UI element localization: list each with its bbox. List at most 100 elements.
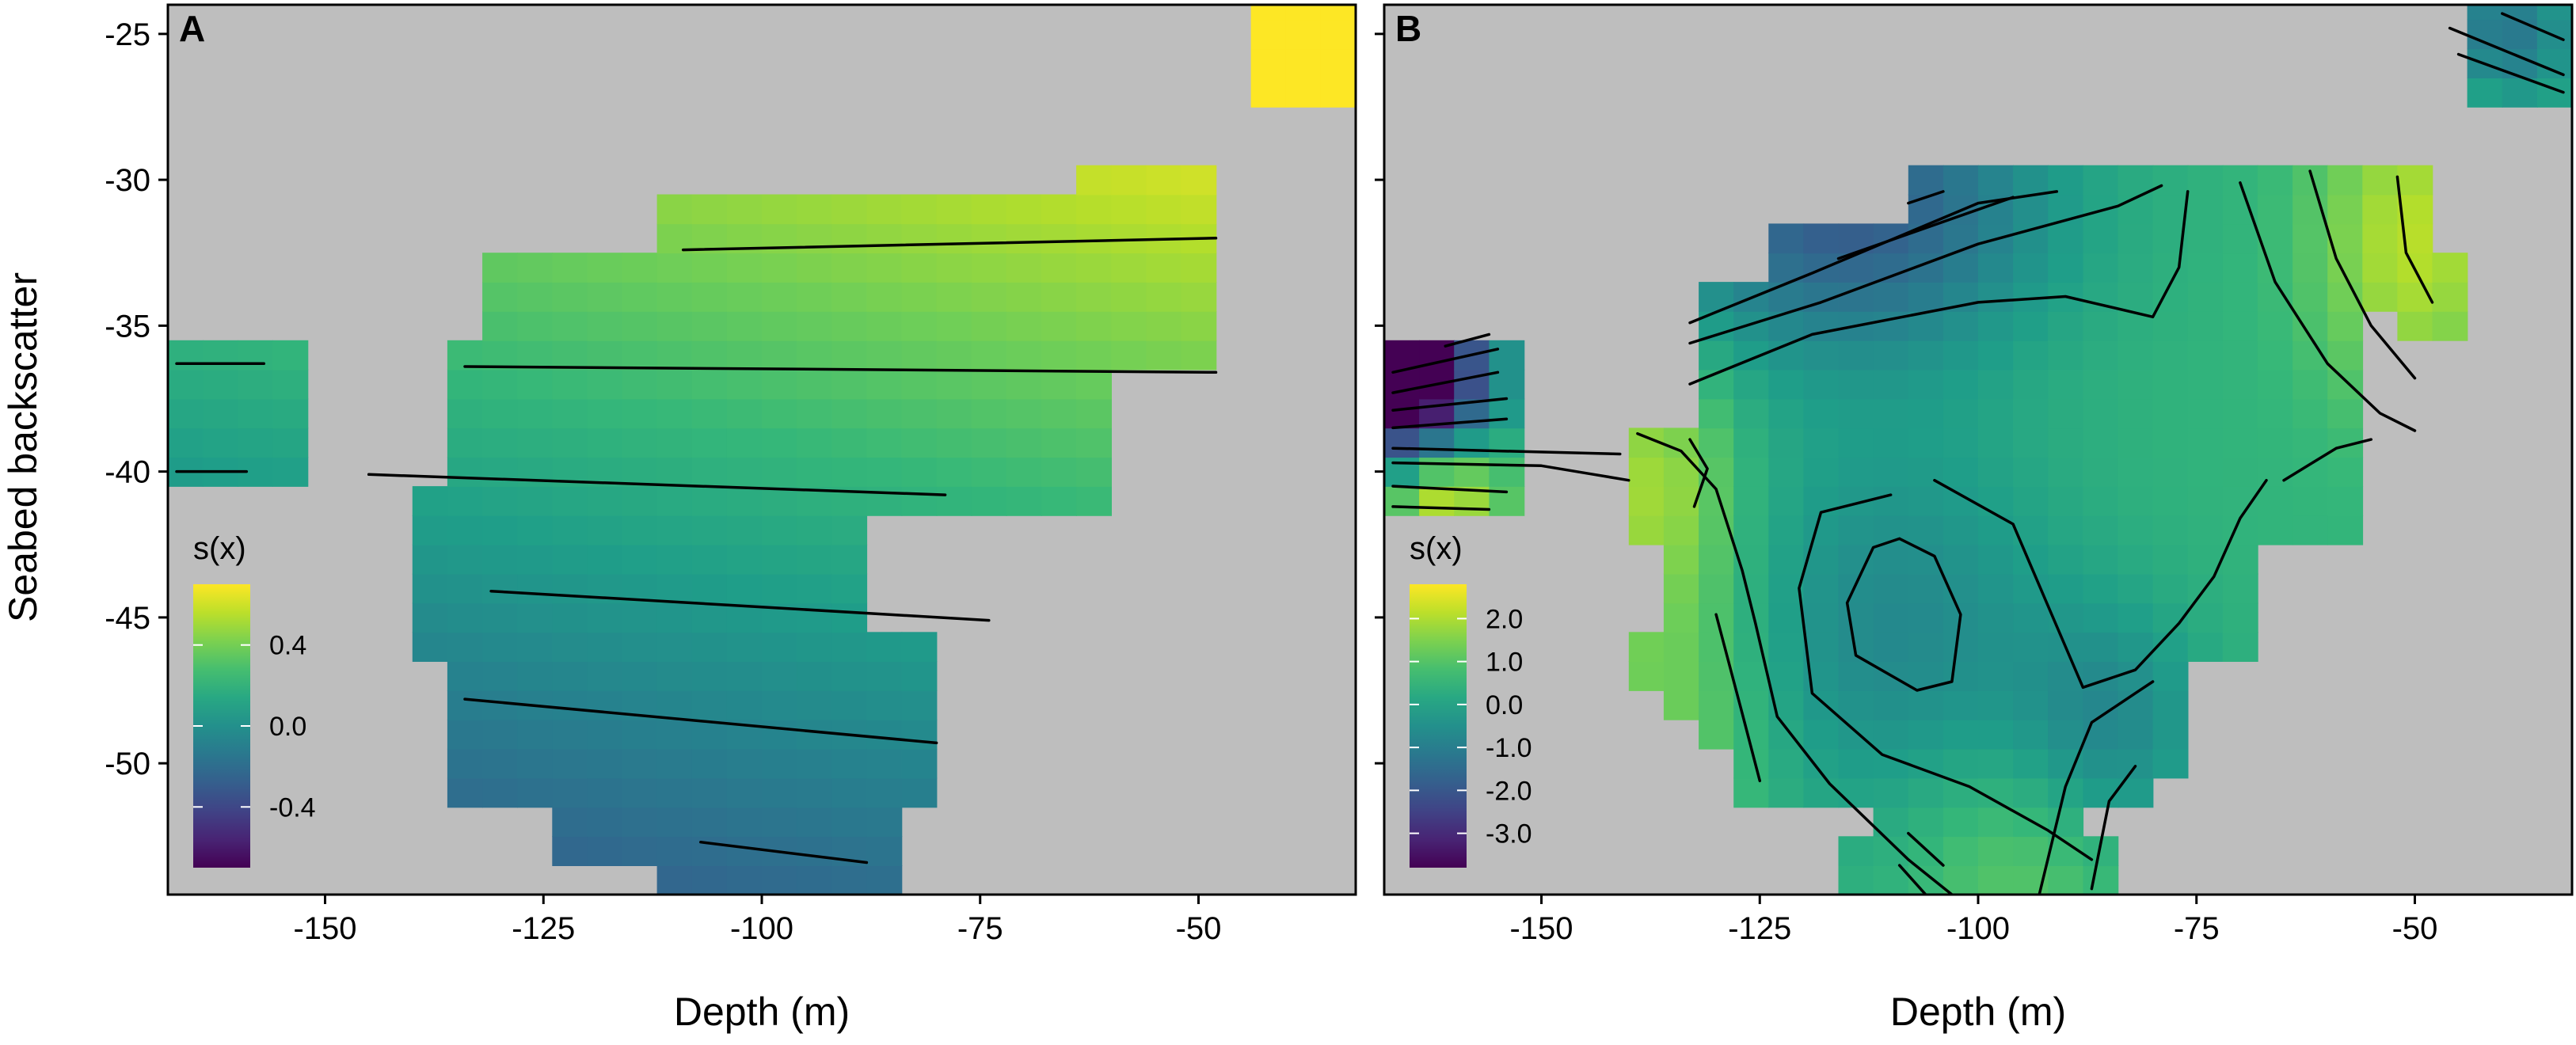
heatmap-tile	[2117, 748, 2154, 779]
heatmap-tile	[762, 632, 797, 662]
heatmap-tile	[1006, 223, 1042, 254]
heatmap-tile	[1076, 398, 1112, 429]
heatmap-tile	[831, 544, 868, 575]
heatmap-tile	[552, 690, 588, 720]
heatmap-tile	[1663, 602, 1699, 633]
heatmap-tile	[2187, 194, 2224, 225]
heatmap-tile	[656, 573, 693, 604]
heatmap-tile	[762, 311, 797, 341]
heatmap-tile	[1733, 457, 1770, 487]
y-tick-label: -50	[105, 747, 150, 781]
heatmap-tile	[2293, 223, 2328, 254]
heatmap-tile	[1181, 340, 1217, 370]
heatmap-tile	[272, 398, 309, 429]
heatmap-tiles	[1384, 5, 2572, 895]
x-tick-label: -125	[512, 911, 575, 946]
heatmap-tile	[1978, 340, 2014, 370]
x-axis-title: Depth (m)	[1890, 990, 2066, 1034]
heatmap-tile	[482, 719, 518, 750]
heatmap-tile	[168, 340, 204, 370]
heatmap-tile	[1838, 602, 1874, 633]
heatmap-tile	[447, 690, 483, 720]
heatmap-tile	[622, 282, 658, 312]
heatmap-tile	[691, 369, 728, 400]
heatmap-tile	[866, 340, 903, 370]
legend-tick-label: 0.0	[1486, 690, 1523, 720]
heatmap-tile	[831, 573, 868, 604]
heatmap-tile	[1803, 719, 1840, 750]
heatmap-tile	[1838, 690, 1874, 720]
heatmap-tile	[1663, 515, 1699, 545]
heatmap-tile	[726, 398, 763, 429]
heatmap-tile	[1111, 282, 1147, 312]
heatmap-tile	[587, 632, 623, 662]
heatmap-tile	[691, 807, 728, 838]
heatmap-tile	[587, 719, 623, 750]
heatmap-tile	[656, 719, 693, 750]
heatmap-tile	[482, 632, 518, 662]
heatmap-tile	[866, 428, 903, 458]
heatmap-tile	[762, 865, 797, 895]
heatmap-tile	[2152, 369, 2189, 400]
heatmap-tile	[2048, 165, 2084, 196]
heatmap-tile	[587, 544, 623, 575]
heatmap-tile	[1076, 253, 1112, 283]
contour-line	[489, 589, 991, 622]
heatmap-tile	[726, 194, 763, 225]
contour-line	[1444, 332, 1491, 348]
heatmap-tile	[762, 282, 797, 312]
heatmap-tile	[1978, 428, 2014, 458]
heatmap-tile	[936, 253, 972, 283]
heatmap-tile	[1838, 632, 1874, 662]
heatmap-tile	[2327, 486, 2364, 516]
heatmap-tile	[2152, 486, 2189, 516]
heatmap-tile	[691, 311, 728, 341]
heatmap-tile	[831, 223, 868, 254]
heatmap-tile	[936, 428, 972, 458]
heatmap-tile	[1873, 398, 1909, 429]
heatmap-tile	[1942, 457, 1979, 487]
heatmap-tile	[866, 807, 903, 838]
heatmap-tile	[1768, 661, 1805, 691]
heatmap-tile	[1384, 486, 1420, 516]
heatmap-tile	[1803, 690, 1840, 720]
heatmap-tile	[656, 544, 693, 575]
heatmap-tile	[1768, 515, 1805, 545]
heatmap-tile	[622, 428, 658, 458]
heatmap-tile	[2362, 165, 2399, 196]
heatmap-tile	[1768, 632, 1805, 662]
heatmap-tile	[1384, 398, 1420, 429]
heatmap-tile	[1873, 428, 1909, 458]
heatmap-tile	[691, 690, 728, 720]
heatmap-tile	[1076, 428, 1112, 458]
heatmap-tile	[587, 282, 623, 312]
heatmap-tile	[901, 748, 938, 779]
heatmap-tile	[1803, 253, 1840, 283]
heatmap-tile	[1768, 282, 1805, 312]
heatmap-tile	[831, 777, 868, 808]
heatmap-tile	[2083, 719, 2119, 750]
heatmap-tile	[1873, 777, 1909, 808]
heatmap-tile	[1873, 340, 1909, 370]
heatmap-tile	[1942, 340, 1979, 370]
contour-line	[1688, 190, 2190, 386]
heatmap-tile	[971, 311, 1007, 341]
heatmap-tile	[412, 632, 448, 662]
heatmap-tile	[2013, 544, 2049, 575]
heatmap-tile	[238, 428, 274, 458]
heatmap-tile	[1873, 836, 1909, 866]
heatmap-tile	[1146, 282, 1182, 312]
heatmap-tile	[831, 369, 868, 400]
x-axis-title: Depth (m)	[674, 990, 850, 1034]
heatmap-tile	[1146, 165, 1182, 196]
heatmap-tile	[1768, 369, 1805, 400]
heatmap-tile	[831, 457, 868, 487]
heatmap-tile	[2048, 428, 2084, 458]
heatmap-tile	[1978, 573, 2014, 604]
heatmap-tile	[1978, 369, 2014, 400]
heatmap-tile	[2048, 223, 2084, 254]
heatmap-tile	[1978, 398, 2014, 429]
heatmap-tile	[797, 428, 832, 458]
heatmap-tile	[936, 398, 972, 429]
heatmap-tile	[587, 807, 623, 838]
